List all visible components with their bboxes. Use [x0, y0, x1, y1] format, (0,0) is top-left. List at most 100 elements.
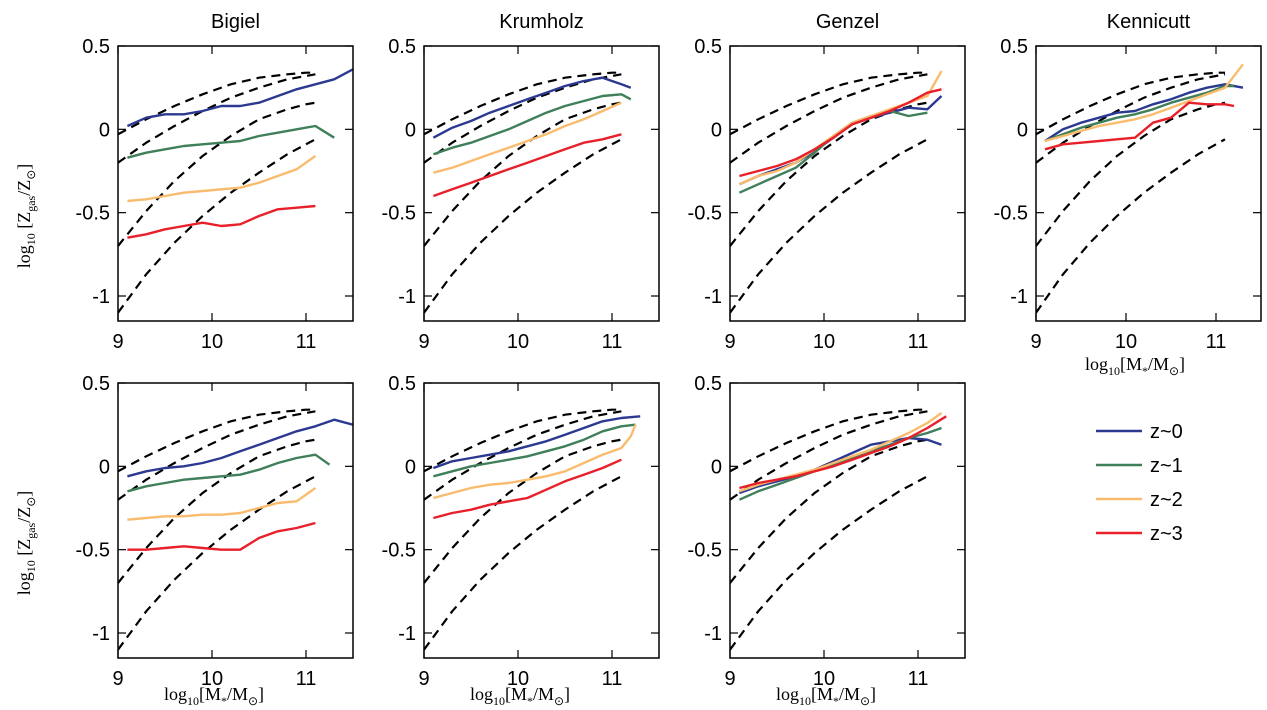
- x-tick-label: 10: [507, 668, 529, 690]
- x-tick-label: 11: [296, 668, 317, 690]
- legend-label: z~0: [1150, 421, 1183, 443]
- y-tick-label: 0.5: [388, 373, 416, 395]
- model-curve: [424, 101, 622, 247]
- plot-area: [1036, 63, 1244, 314]
- y-tick-label: -0.5: [76, 540, 110, 562]
- plot-frame: [1035, 45, 1262, 322]
- y-tick-label: 0.5: [388, 36, 416, 58]
- x-axis-labels: log10[M*/M⊙] log10[M*/M⊙] log10[M*/M⊙] l…: [164, 354, 1185, 708]
- legend-entry: z~1: [1096, 455, 1183, 477]
- model-curve: [118, 475, 316, 651]
- model-curve: [118, 71, 316, 136]
- y-tick-label: 0: [1017, 119, 1028, 141]
- model-curve: [730, 410, 928, 501]
- series-line: [432, 133, 622, 198]
- series-line: [127, 124, 335, 159]
- series-line: [1044, 83, 1244, 143]
- plot-frame: [117, 45, 354, 322]
- x-tick-label: 9: [724, 331, 735, 353]
- model-curve: [424, 408, 622, 473]
- y-axis-label: log10 [Zgas/Z⊙]: [14, 164, 38, 269]
- model-curve: [424, 475, 622, 651]
- x-tick-label: 11: [908, 668, 929, 690]
- model-curve: [424, 410, 622, 501]
- series-line: [739, 415, 947, 490]
- series-line: [433, 424, 637, 500]
- x-tick-label: 9: [112, 668, 123, 690]
- panels: 9 10 11 0.5 0 -0.5 -1 Bigiel 9 10 11 0.5 0 -0.5 -1 Krum…: [76, 11, 1262, 690]
- y-tick-label: 0: [99, 456, 110, 478]
- series-line: [1044, 101, 1235, 151]
- x-tick-label: 10: [201, 331, 223, 353]
- y-tick-label: 0.5: [694, 373, 722, 395]
- y-tick-label: 0: [711, 119, 722, 141]
- chart-panel: 9 10 11 0.5 0 -0.5 -1 Krumholz: [382, 11, 660, 353]
- y-tick-label: 0.5: [82, 373, 110, 395]
- series-line: [127, 487, 317, 521]
- y-tick-label: -0.5: [382, 540, 416, 562]
- plot-frame: [729, 382, 966, 659]
- model-curve: [118, 138, 316, 314]
- y-tick-label: 0.5: [694, 36, 722, 58]
- x-axis-label: log10[M*/M⊙]: [470, 684, 570, 708]
- legend-label: z~1: [1150, 455, 1183, 477]
- plot-frame: [423, 382, 660, 659]
- series-line: [432, 76, 632, 139]
- model-curve: [118, 438, 316, 584]
- chart-panel: 9 10 11 0.5 0 -0.5 -1 Bigiel: [76, 11, 354, 353]
- x-tick-label: 9: [112, 331, 123, 353]
- series-line: [432, 415, 641, 470]
- model-curve: [1036, 138, 1226, 314]
- x-axis-label: log10[M*/M⊙]: [1085, 354, 1185, 378]
- y-tick-label: 0: [711, 456, 722, 478]
- x-tick-label: 9: [724, 668, 735, 690]
- legend: z~0 z~1 z~2 z~3: [1096, 421, 1183, 545]
- x-tick-label: 10: [1115, 331, 1137, 353]
- model-curve: [1036, 73, 1226, 164]
- legend-entry: z~3: [1096, 523, 1183, 545]
- y-tick-label: -1: [704, 286, 722, 308]
- series-line: [127, 204, 316, 239]
- model-curve: [730, 73, 928, 164]
- series-line: [127, 418, 353, 478]
- x-tick-label: 10: [813, 331, 835, 353]
- y-tick-label: -1: [92, 623, 110, 645]
- x-tick-label: 10: [813, 668, 835, 690]
- model-curve: [1036, 71, 1225, 136]
- y-tick-label: -1: [92, 286, 110, 308]
- series-line: [433, 101, 622, 174]
- y-tick-label: 0.5: [1000, 36, 1028, 58]
- plot-frame: [423, 45, 660, 322]
- series-line: [1044, 84, 1234, 143]
- model-curve: [424, 138, 622, 314]
- series-line: [433, 93, 632, 156]
- x-tick-label: 9: [418, 668, 429, 690]
- y-tick-label: -1: [1010, 286, 1028, 308]
- y-tick-label: 0: [99, 119, 110, 141]
- plot-area: [118, 408, 353, 651]
- chart-panel: 9 10 11 0.5 0 -0.5 -1: [688, 373, 966, 690]
- model-curve: [118, 410, 316, 501]
- series-line: [127, 155, 317, 203]
- y-axis-label: log10 [Zgas/Z⊙]: [14, 491, 38, 596]
- chart-panel: 9 10 11 0.5 0 -0.5 -1 Kennicutt: [994, 11, 1262, 353]
- y-tick-label: -1: [398, 286, 416, 308]
- chart-panel: 9 10 11 0.5 0 -0.5 -1: [382, 373, 660, 690]
- model-curve: [730, 71, 928, 136]
- model-curve: [424, 73, 622, 164]
- panel-title: Bigiel: [211, 11, 260, 33]
- series-line: [739, 88, 942, 178]
- plot-frame: [729, 45, 966, 322]
- plot-area: [730, 408, 947, 651]
- model-curve: [424, 71, 622, 136]
- x-tick-label: 11: [1206, 331, 1227, 353]
- y-axis-labels: log10 [Zgas/Z⊙] log10 [Zgas/Z⊙]: [14, 164, 38, 596]
- y-tick-label: -1: [398, 623, 416, 645]
- series-line: [433, 423, 636, 478]
- x-tick-label: 11: [602, 331, 623, 353]
- legend-entry: z~0: [1096, 421, 1183, 443]
- plot-area: [118, 68, 353, 314]
- y-tick-label: -0.5: [76, 203, 110, 225]
- plot-area: [424, 71, 632, 314]
